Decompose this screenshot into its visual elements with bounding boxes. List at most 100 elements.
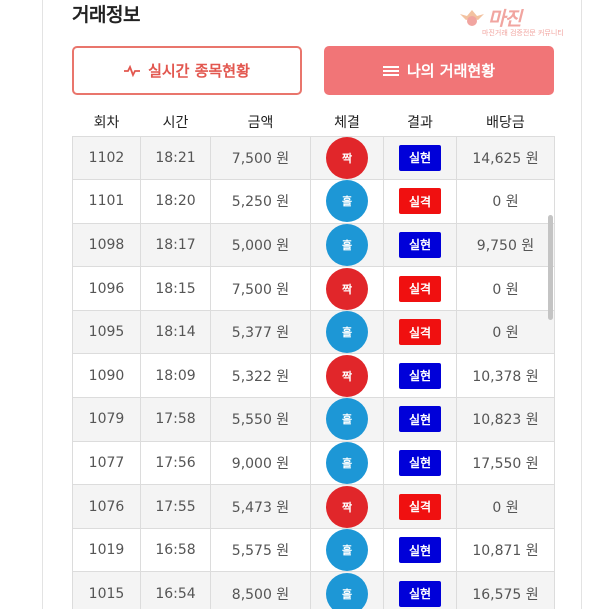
result-badge: 실현	[399, 449, 441, 476]
cell-pick: 짝	[310, 353, 384, 399]
pick-ball: 짝	[326, 485, 368, 528]
cell-result: 실격	[383, 484, 457, 529]
cell-payout: 10,378 원	[456, 353, 555, 399]
cell-pick: 홀	[310, 527, 384, 573]
cell-time: 16:54	[140, 571, 211, 609]
cell-amount: 5,377 원	[210, 309, 311, 355]
cell-time: 18:15	[140, 266, 211, 311]
pick-ball: 홀	[326, 398, 368, 441]
cell-result: 실격	[383, 309, 457, 355]
cell-time: 17:56	[140, 440, 211, 486]
cell-payout: 10,823 원	[456, 397, 555, 442]
header-round: 회차	[93, 114, 120, 131]
cell-time: 16:58	[140, 527, 211, 573]
cell-time: 18:14	[140, 309, 211, 355]
result-badge: 실현	[399, 537, 441, 564]
pick-ball: 홀	[326, 223, 368, 266]
cell-payout: 16,575 원	[456, 571, 555, 609]
site-logo: 마진 마진거래 검증전문 커뮤니티	[458, 4, 598, 38]
cell-round: 1102	[72, 135, 141, 181]
pick-ball: 짝	[326, 267, 368, 310]
cell-time: 17:58	[140, 397, 211, 442]
cell-round: 1076	[72, 484, 141, 529]
table-row: 1077 17:56 9,000 원 홀 실현 17,550 원	[72, 440, 555, 486]
pick-ball: 홀	[326, 529, 368, 572]
header-pick: 체결	[334, 114, 360, 131]
cell-payout: 0 원	[456, 484, 555, 529]
table-row: 1096 18:15 7,500 원 짝 실격 0 원	[72, 266, 555, 311]
cell-round: 1015	[72, 571, 141, 609]
cell-round: 1090	[72, 353, 141, 399]
page-title: 거래정보	[72, 4, 140, 26]
cell-amount: 5,575 원	[210, 527, 311, 573]
cell-result: 실현	[383, 397, 457, 442]
cell-amount: 7,500 원	[210, 135, 311, 181]
cell-round: 1101	[72, 179, 141, 224]
cell-time: 18:09	[140, 353, 211, 399]
cell-amount: 9,000 원	[210, 440, 311, 486]
cell-payout: 0 원	[456, 266, 555, 311]
cell-pick: 홀	[310, 309, 384, 355]
cell-result: 실격	[383, 266, 457, 311]
table-row: 1019 16:58 5,575 원 홀 실현 10,871 원	[72, 527, 555, 573]
cell-pick: 홀	[310, 440, 384, 486]
result-badge: 실현	[399, 362, 441, 389]
cell-amount: 8,500 원	[210, 571, 311, 609]
cell-result: 실현	[383, 527, 457, 573]
table-row: 1101 18:20 5,250 원 홀 실격 0 원	[72, 179, 555, 224]
cell-payout: 17,550 원	[456, 440, 555, 486]
pick-ball: 짝	[326, 354, 368, 397]
result-badge: 실현	[399, 231, 441, 258]
cell-amount: 7,500 원	[210, 266, 311, 311]
cell-amount: 5,000 원	[210, 222, 311, 268]
pulse-icon	[124, 64, 141, 77]
table-row: 1079 17:58 5,550 원 홀 실현 10,823 원	[72, 397, 555, 442]
cell-pick: 짝	[310, 266, 384, 311]
table-row: 1090 18:09 5,322 원 짝 실현 10,378 원	[72, 353, 555, 399]
cell-amount: 5,250 원	[210, 179, 311, 224]
cell-result: 실현	[383, 440, 457, 486]
result-badge: 실격	[399, 275, 441, 302]
cell-result: 실현	[383, 353, 457, 399]
my-trades-button[interactable]: 나의 거래현황	[324, 46, 554, 95]
table-row: 1102 18:21 7,500 원 짝 실현 14,625 원	[72, 135, 555, 181]
cell-pick: 홀	[310, 222, 384, 268]
cell-payout: 0 원	[456, 309, 555, 355]
result-badge: 실격	[399, 188, 441, 215]
cell-round: 1077	[72, 440, 141, 486]
logo-text: 마진	[488, 8, 522, 30]
cell-time: 18:20	[140, 179, 211, 224]
cell-pick: 홀	[310, 179, 384, 224]
pick-ball: 홀	[326, 311, 368, 354]
pick-ball: 홀	[326, 441, 368, 484]
cell-payout: 10,871 원	[456, 527, 555, 573]
cell-pick: 짝	[310, 484, 384, 529]
result-badge: 실현	[399, 144, 441, 171]
cell-payout: 9,750 원	[456, 222, 555, 268]
cell-result: 실현	[383, 571, 457, 609]
menu-lines-icon	[382, 65, 399, 77]
trade-table: 회차 시간 금액 체결 결과 배당금 1102 18:21 7,500 원 짝 실현 14…	[72, 108, 555, 609]
header-result: 결과	[407, 114, 433, 131]
cell-time: 18:21	[140, 135, 211, 181]
logo-tagline: 마진거래 검증전문 커뮤니티	[482, 29, 564, 37]
cell-amount: 5,473 원	[210, 484, 311, 529]
cell-result: 실격	[383, 179, 457, 224]
cell-round: 1079	[72, 397, 141, 442]
header-amount: 금액	[247, 114, 274, 131]
live-status-button[interactable]: 실시간 종목현황	[72, 46, 302, 95]
cell-amount: 5,322 원	[210, 353, 311, 399]
cell-round: 1096	[72, 266, 141, 311]
cell-time: 18:17	[140, 222, 211, 268]
cell-pick: 짝	[310, 135, 384, 181]
cell-pick: 홀	[310, 397, 384, 442]
cell-round: 1019	[72, 527, 141, 573]
result-badge: 실격	[399, 493, 441, 520]
result-badge: 실격	[399, 319, 441, 346]
scrollbar-thumb[interactable]	[548, 215, 553, 320]
pick-ball: 홀	[326, 572, 368, 609]
cell-result: 실현	[383, 222, 457, 268]
cell-pick: 홀	[310, 571, 384, 609]
live-status-label: 실시간 종목현황	[148, 62, 250, 80]
